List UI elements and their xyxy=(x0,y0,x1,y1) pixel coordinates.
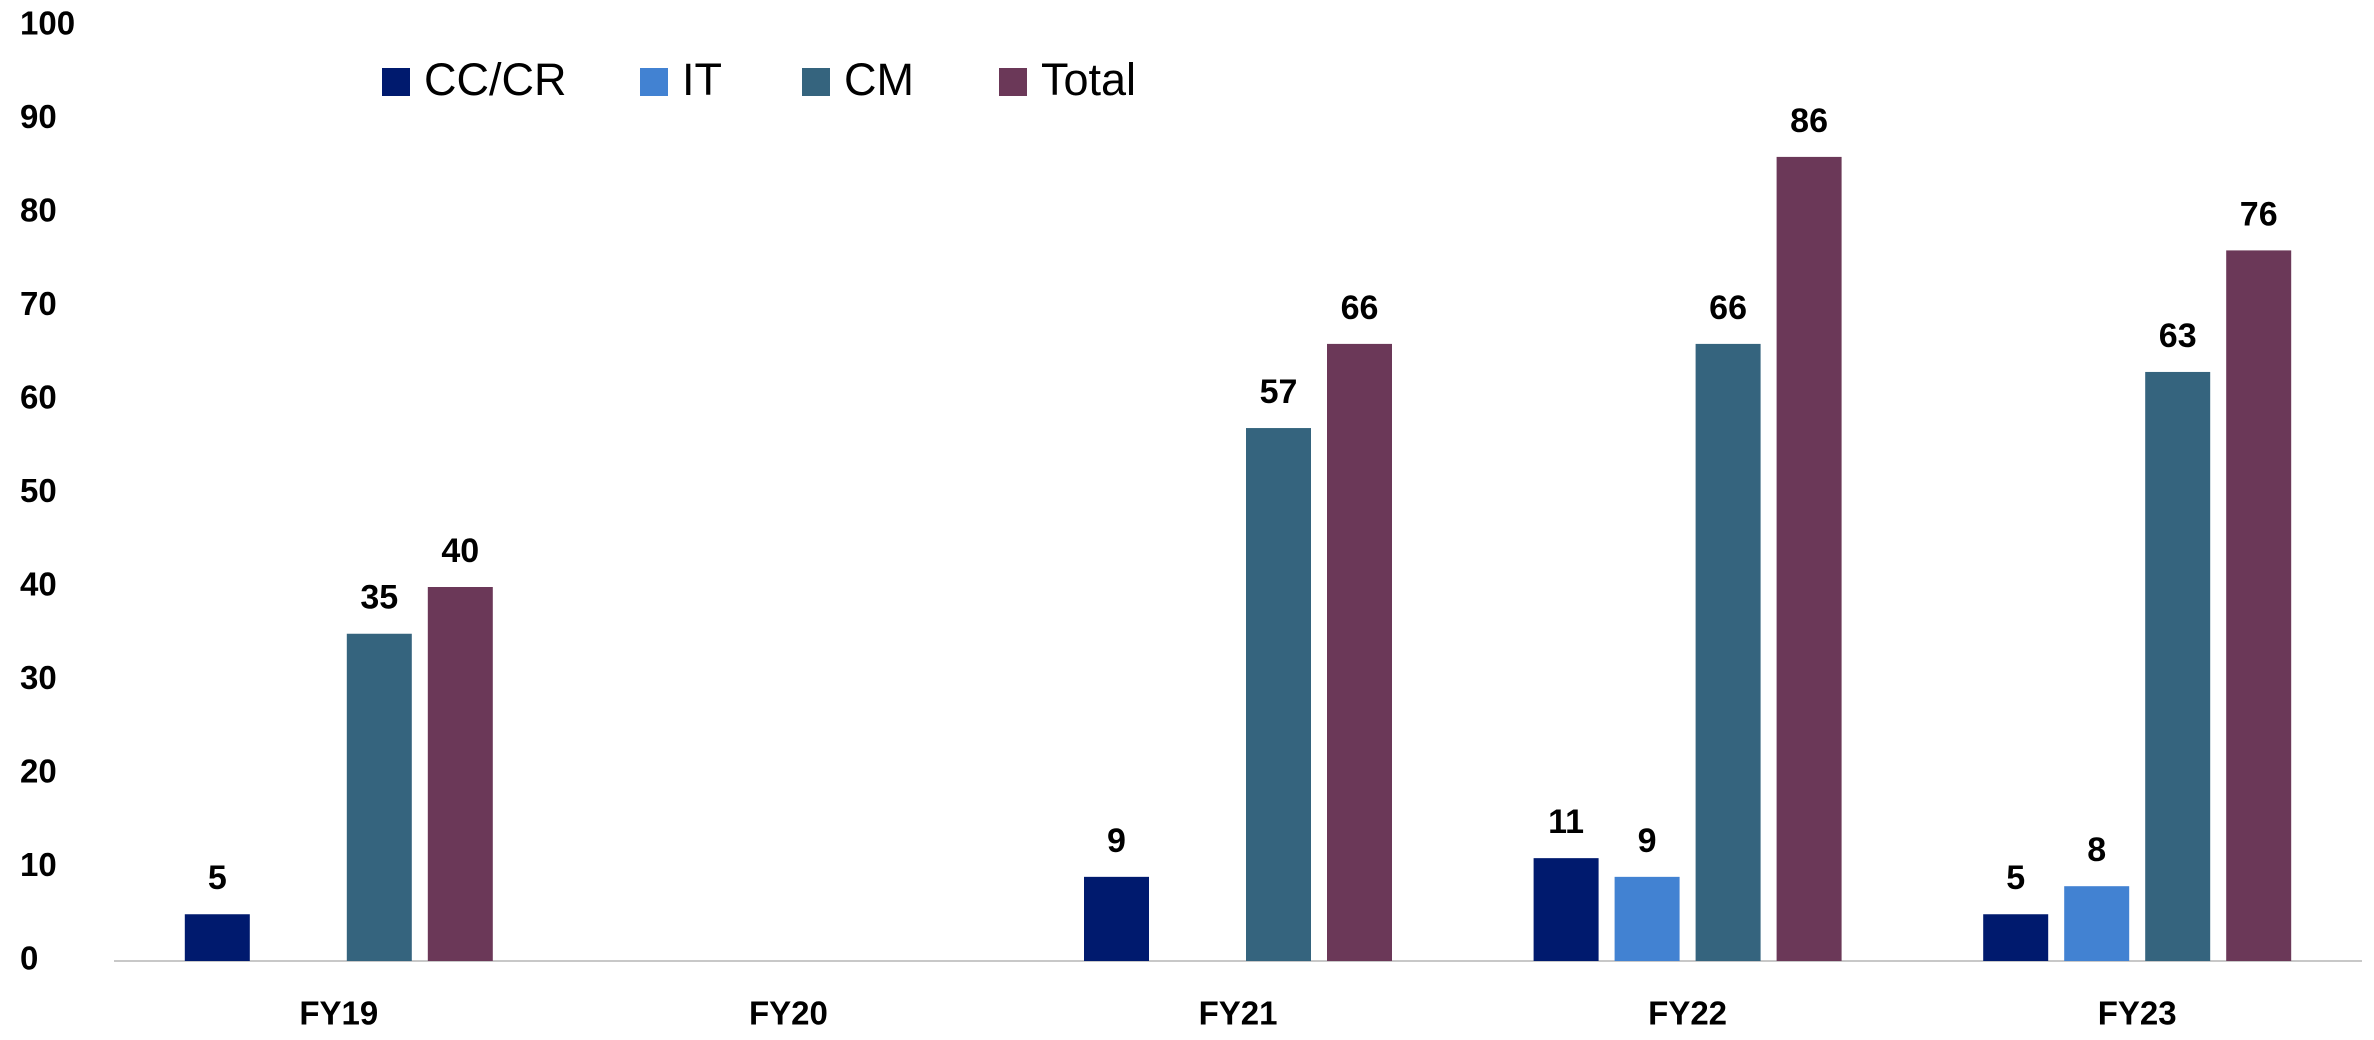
y-tick-label: 80 xyxy=(20,192,57,229)
data-label: 5 xyxy=(2006,859,2025,897)
data-label: 57 xyxy=(1260,373,1298,411)
bar xyxy=(2226,250,2292,961)
data-label: 5 xyxy=(208,859,227,897)
data-label: 9 xyxy=(1107,822,1126,860)
y-tick-label: 90 xyxy=(20,98,57,135)
data-label: 35 xyxy=(360,579,398,617)
bar xyxy=(1327,343,1392,961)
bar xyxy=(2064,886,2130,961)
legend-swatch xyxy=(382,68,410,96)
data-label: 40 xyxy=(441,532,479,570)
bar xyxy=(427,587,493,961)
bar xyxy=(1533,858,1599,961)
x-tick-label: FY23 xyxy=(2098,995,2177,1032)
y-tick-label: 10 xyxy=(20,846,57,883)
legend-swatch xyxy=(802,68,830,96)
data-label: 63 xyxy=(2159,317,2197,355)
y-tick-label: 40 xyxy=(20,566,57,603)
data-label: 11 xyxy=(1548,803,1584,841)
bar xyxy=(1983,914,2049,961)
bar xyxy=(184,914,250,961)
data-label: 66 xyxy=(1341,289,1379,327)
legend-label: CM xyxy=(844,54,914,105)
y-tick-label: 100 xyxy=(20,5,75,42)
bar xyxy=(1084,876,1149,961)
y-tick-label: 50 xyxy=(20,472,57,509)
y-tick-label: 70 xyxy=(20,285,57,322)
bar xyxy=(1776,156,1842,961)
y-tick-label: 60 xyxy=(20,379,57,416)
bar xyxy=(2145,371,2211,961)
bar xyxy=(346,633,412,961)
data-label: 76 xyxy=(2240,195,2278,233)
legend-swatch xyxy=(999,68,1027,96)
bar xyxy=(1695,343,1761,961)
y-tick-label: 20 xyxy=(20,753,57,790)
y-tick-label: 0 xyxy=(20,940,38,977)
legend-label: Total xyxy=(1041,54,1136,105)
legend-label: CC/CR xyxy=(424,54,567,105)
data-label: 66 xyxy=(1709,289,1747,327)
data-label: 8 xyxy=(2087,831,2106,869)
data-label: 9 xyxy=(1638,822,1657,860)
x-tick-label: FY21 xyxy=(1199,995,1278,1032)
x-tick-label: FY22 xyxy=(1648,995,1727,1032)
x-tick-label: FY20 xyxy=(749,995,828,1032)
bar xyxy=(1614,876,1680,961)
y-tick-label: 30 xyxy=(20,659,57,696)
legend-label: IT xyxy=(682,54,722,105)
x-tick-label: FY19 xyxy=(299,995,378,1032)
legend-swatch xyxy=(640,68,668,96)
bar xyxy=(1246,428,1311,961)
data-label: 86 xyxy=(1790,102,1828,140)
